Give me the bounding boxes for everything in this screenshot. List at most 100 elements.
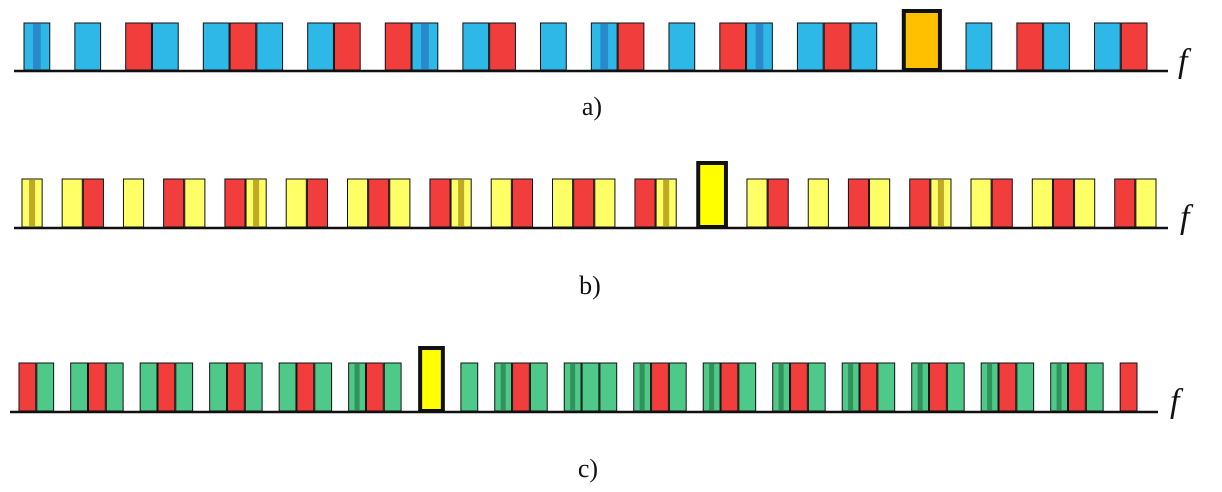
highlighted-channel	[696, 161, 728, 229]
highlighted-channel	[418, 346, 445, 413]
channel-bar	[1043, 22, 1070, 71]
red-channel-bar	[651, 362, 669, 412]
red-channel-bar	[1120, 22, 1148, 71]
channel-bar	[529, 362, 548, 412]
overlap-stripe	[709, 364, 715, 410]
red-channel-bar	[767, 178, 789, 228]
overlap-stripe	[33, 24, 41, 69]
red-channel-bar	[429, 178, 451, 228]
red-channel-bar	[306, 178, 328, 228]
channel-bar	[807, 178, 829, 228]
red-channel-bar	[368, 178, 390, 228]
red-channel-bar	[333, 22, 361, 71]
overlap-stripe	[1056, 364, 1062, 410]
red-channel-bar	[1114, 178, 1136, 228]
channel-bar	[139, 362, 158, 412]
channel-bar	[668, 22, 696, 71]
red-channel-bar	[634, 178, 656, 228]
channel-bar	[244, 362, 263, 412]
channel-bar	[1135, 178, 1157, 228]
overlap-stripe	[570, 364, 576, 410]
red-channel-bar	[719, 22, 747, 71]
overlap-stripe	[253, 180, 260, 226]
channel-bar	[1085, 362, 1104, 412]
red-channel-bar	[157, 362, 176, 412]
overlap-stripe	[29, 180, 36, 226]
red-channel-bar	[365, 362, 384, 412]
panel-a-bars	[23, 9, 1148, 72]
panel-a-axis-symbol: f	[1178, 43, 1192, 80]
channel-bar	[70, 362, 88, 412]
red-channel-bar	[224, 178, 246, 228]
overlap-stripe	[458, 180, 465, 226]
channel-bar	[877, 362, 896, 412]
red-channel-bar	[720, 362, 739, 412]
channel-bar	[307, 22, 334, 71]
channel-bar	[796, 22, 824, 71]
panel-a-label: a)	[582, 92, 602, 121]
red-channel-bar	[512, 362, 530, 412]
overlap-stripe	[917, 364, 923, 410]
channel-bar	[184, 178, 206, 228]
red-channel-bar	[163, 178, 185, 228]
channel-bar	[1016, 362, 1035, 412]
red-channel-bar	[384, 22, 412, 71]
channel-bar	[738, 362, 757, 412]
red-channel-bar	[929, 362, 947, 412]
channel-bar	[209, 362, 227, 412]
channel-bar	[285, 178, 307, 228]
panel-c-bars	[18, 346, 1138, 413]
channel-bar	[807, 362, 826, 412]
channel-bar	[970, 178, 992, 228]
channel-bar	[462, 22, 490, 71]
channel-bar	[202, 22, 230, 71]
channel-bar	[61, 178, 83, 228]
panel-c-label: c)	[578, 454, 598, 483]
channel-bar	[256, 22, 284, 71]
panel-a: f a)	[14, 9, 1192, 121]
channel-bar	[581, 362, 600, 412]
red-channel-bar	[859, 362, 878, 412]
overlap-stripe	[848, 364, 854, 410]
channel-bar	[175, 362, 194, 412]
red-channel-bar	[87, 362, 106, 412]
red-channel-bar	[991, 178, 1013, 228]
channel-bar	[346, 178, 369, 228]
red-channel-bar	[998, 362, 1017, 412]
red-channel-bar	[489, 22, 516, 71]
overlap-stripe	[421, 24, 429, 69]
channel-bar	[594, 178, 616, 228]
channel-bar	[383, 362, 402, 412]
channel-bar	[36, 362, 55, 412]
overlap-stripe	[778, 364, 784, 410]
panel-b-label: b)	[579, 271, 601, 300]
channel-bar	[1093, 22, 1121, 71]
red-channel-bar	[226, 362, 245, 412]
panel-b: f b)	[14, 161, 1194, 300]
channel-bar	[965, 22, 993, 71]
panel-b-axis-symbol: f	[1180, 199, 1194, 236]
channel-bar	[151, 22, 179, 71]
red-channel-bar	[1052, 178, 1075, 228]
overlap-stripe	[987, 364, 993, 410]
channel-bar	[946, 362, 965, 412]
channel-bar	[540, 22, 567, 71]
channel-bar	[1074, 178, 1096, 228]
panel-b-bars	[21, 161, 1157, 229]
red-channel-bar	[1016, 22, 1044, 71]
channel-bar	[74, 22, 102, 71]
channel-bar	[490, 178, 512, 228]
red-channel-bar	[909, 178, 931, 228]
channel-bar	[105, 362, 124, 412]
red-channel-bar	[823, 22, 851, 71]
red-channel-bar	[229, 22, 257, 71]
channel-bar	[460, 362, 479, 412]
panel-c-axis-symbol: f	[1170, 383, 1184, 420]
overlap-stripe	[500, 364, 506, 410]
channel-bar	[869, 178, 891, 228]
red-channel-bar	[296, 362, 315, 412]
red-channel-bar	[125, 22, 152, 71]
red-channel-bar	[1068, 362, 1086, 412]
